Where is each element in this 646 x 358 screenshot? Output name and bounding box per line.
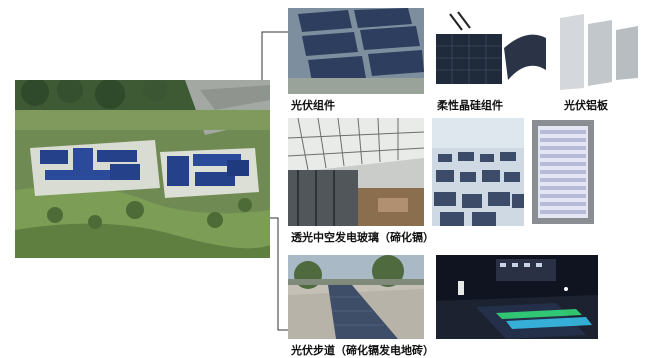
- pv-walkway-night-photo: [436, 255, 598, 339]
- flexible-module-photo: [432, 8, 550, 94]
- caption-flexible-module: 柔性晶硅组件: [437, 99, 503, 112]
- caption-pv-module: 光伏组件: [291, 99, 335, 112]
- pv-window-photo: [528, 118, 598, 226]
- caption-insulated-glass: 透光中空发电玻璃（碲化镉）: [291, 231, 434, 244]
- pv-glass-roof-photo: [432, 118, 524, 226]
- pv-module-photo: [288, 8, 424, 94]
- caption-pv-aluminum-panel: 光伏铝板: [564, 99, 608, 112]
- caption-pv-walkway: 光伏步道（碲化镉发电地砖）: [291, 344, 434, 357]
- insulated-glass-photo: [288, 118, 424, 226]
- pv-aluminum-panel-photo: [554, 8, 642, 94]
- pv-walkway-photo: [288, 255, 424, 339]
- aerial-campus-photo: [15, 80, 270, 258]
